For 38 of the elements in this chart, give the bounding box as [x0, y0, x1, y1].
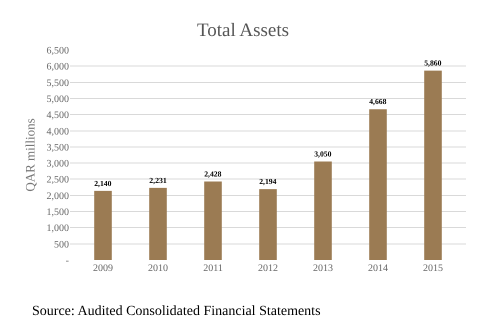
y-tick-label: -: [66, 256, 69, 266]
x-tick-label: 2014: [368, 263, 388, 274]
x-tick-label: 2011: [203, 263, 223, 274]
y-tick-label: 4,500: [46, 110, 69, 122]
x-tick-label: 2009: [93, 263, 113, 274]
y-tick-label: 3,500: [46, 142, 69, 154]
bar: [94, 190, 112, 260]
data-label: 2,428: [204, 169, 222, 178]
bar: [149, 188, 167, 260]
data-label: 2,194: [259, 177, 277, 186]
y-tick-label: 6,500: [46, 46, 69, 56]
data-label: 4,668: [369, 97, 387, 106]
y-tick-label: 2,000: [46, 190, 69, 202]
y-tick-label: 1,000: [46, 223, 69, 234]
y-axis-title: QAR millions: [22, 118, 38, 192]
data-label: 2,140: [94, 178, 112, 188]
x-tick-label: 2010: [148, 263, 168, 274]
data-label: 2,231: [149, 176, 167, 185]
y-tick-label: 2,500: [46, 174, 69, 186]
x-tick-label: 2012: [258, 263, 278, 274]
y-tick-label: 1,500: [46, 207, 69, 218]
y-tick-label: 5,000: [46, 94, 69, 105]
bar: [424, 70, 442, 260]
y-tick-label: 4,000: [46, 126, 69, 138]
bar: [314, 161, 332, 260]
x-tick-label: 2015: [423, 263, 443, 274]
data-label: 5,860: [424, 58, 442, 68]
y-tick-label: 500: [54, 239, 69, 250]
y-tick-label: 6,000: [46, 62, 69, 73]
bar: [259, 189, 277, 260]
bar: [369, 109, 387, 260]
data-label: 3,050: [314, 149, 332, 158]
bar: [204, 182, 222, 260]
chart-title: Total Assets: [196, 20, 290, 41]
y-tick-label: 3,000: [46, 158, 69, 170]
x-tick-label: 2013: [313, 263, 333, 274]
y-tick-label: 5,500: [46, 78, 69, 89]
source-note: Source: Audited Consolidated Financial Statements: [32, 304, 321, 319]
